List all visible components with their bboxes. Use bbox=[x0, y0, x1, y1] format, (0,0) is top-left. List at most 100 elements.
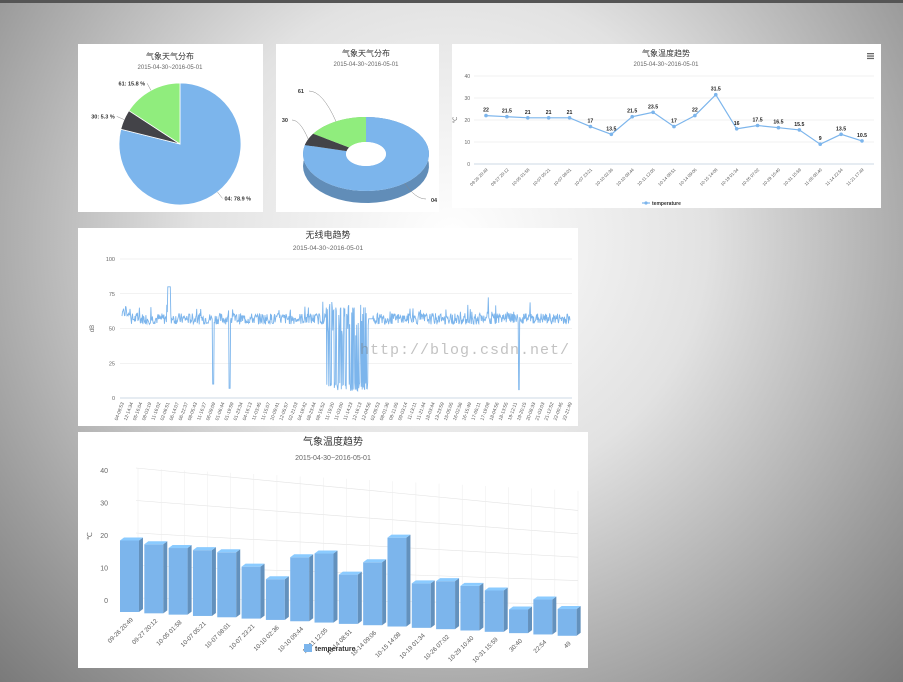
temperature-bar3d-svg: 气象温度趋势2015-04-30~2016-05-01010203040℃09-… bbox=[87, 435, 581, 665]
y-tick-label: 25 bbox=[109, 361, 115, 367]
chart-title: 无线电趋势 bbox=[305, 229, 350, 240]
bar-side bbox=[455, 578, 460, 630]
bar-side bbox=[138, 537, 143, 612]
bar-front bbox=[217, 552, 237, 618]
bar-side bbox=[260, 563, 265, 619]
bar-side bbox=[211, 547, 216, 616]
y-tick-label: 30 bbox=[100, 501, 108, 508]
bar-top bbox=[387, 534, 411, 538]
temperature-bar3d-panel: 气象温度趋势 2015-04-30~2016-05-01 0 10 20 30 40 ℃ 09-… bbox=[78, 432, 588, 668]
y-tick-label: 20 bbox=[100, 533, 108, 540]
bar-top bbox=[509, 606, 533, 610]
pie-label-61: 61: 15.8 % bbox=[119, 81, 146, 87]
x-tick-label: 10-11 12:05 bbox=[636, 167, 656, 187]
temperature-line-svg: 气象温度趋势 2015-04-30~2016-05-01 0 10 20 30 40 ℃ 22 0… bbox=[452, 48, 874, 207]
data-point bbox=[776, 125, 781, 130]
donut-slice-30 bbox=[304, 133, 350, 152]
data-label: 13.5 bbox=[836, 126, 846, 132]
bar-top bbox=[144, 541, 168, 545]
y-tick-label: 40 bbox=[100, 468, 108, 475]
y-tick-label: 30 bbox=[464, 96, 470, 102]
bar-top bbox=[290, 554, 314, 558]
bar-front bbox=[484, 590, 504, 632]
donut-connector-30 bbox=[291, 119, 309, 140]
x-tick-label: 10-29 10:40 bbox=[761, 167, 781, 187]
data-point bbox=[588, 124, 593, 129]
legend-marker bbox=[304, 644, 312, 652]
bar-side bbox=[236, 549, 241, 618]
chart-subtitle: 2015-04-30~2016-05-01 bbox=[334, 62, 400, 68]
chart-title: 气象温度趋势 bbox=[303, 435, 363, 448]
bar-top bbox=[120, 537, 143, 541]
data-label: 9 bbox=[819, 136, 822, 142]
top-border bbox=[0, 0, 903, 3]
bar-front bbox=[460, 585, 480, 631]
data-point bbox=[546, 116, 551, 120]
bar-side bbox=[528, 606, 533, 634]
bar-front bbox=[436, 581, 456, 630]
pie-chart-svg: 气象天气分布 2015-04-30~2016-05-01 04: 78.9 % 30:… bbox=[91, 51, 251, 206]
series-line-db bbox=[121, 286, 571, 392]
pie-label-30: 30: 5.3 % bbox=[91, 114, 115, 120]
donut-connector-61 bbox=[308, 90, 337, 122]
bar-side bbox=[284, 576, 289, 620]
bar-front bbox=[533, 599, 553, 635]
x-tick-label: 11-05 00:40 bbox=[803, 167, 823, 187]
data-point bbox=[525, 116, 530, 120]
data-point bbox=[672, 124, 676, 129]
chart-subtitle: 2015-04-30~2016-05-01 bbox=[293, 245, 364, 252]
x-tick-label: 10-10 09:44 bbox=[615, 167, 635, 187]
data-point bbox=[734, 127, 739, 131]
bar-front bbox=[241, 566, 261, 619]
x-tick-label: 11-13:11 bbox=[407, 401, 419, 420]
donut-chart-svg: 气象天气分布 2015-04-30~2016-05-01 04 30 61 bbox=[282, 48, 438, 204]
donut-chart-panel: 气象天气分布 2015-04-30~2016-05-01 04 30 61 bbox=[276, 44, 439, 212]
bar-side bbox=[479, 582, 484, 631]
data-point bbox=[713, 92, 718, 97]
data-point bbox=[505, 114, 509, 119]
chart-subtitle: 2015-04-30~2016-05-01 bbox=[634, 62, 700, 68]
y-axis-label: ℃ bbox=[452, 116, 459, 123]
bar-front bbox=[290, 557, 310, 622]
bar-front bbox=[314, 553, 334, 623]
data-label: 21.5 bbox=[502, 109, 512, 115]
data-label: 17.5 bbox=[753, 118, 763, 124]
x-tick-label: 10-14 09:06 bbox=[678, 167, 698, 187]
y-tick-label: 100 bbox=[106, 257, 115, 263]
bar-side bbox=[357, 571, 362, 624]
data-label: 23.5 bbox=[648, 104, 658, 110]
legend-label: temperature bbox=[652, 201, 681, 207]
bar-side bbox=[430, 580, 435, 628]
y-gridline bbox=[135, 467, 579, 511]
bar-top bbox=[265, 576, 289, 580]
y-tick-label: 50 bbox=[109, 327, 115, 333]
legend-marker bbox=[644, 201, 648, 205]
x-tick-label: 11-21 17:49 bbox=[845, 167, 865, 187]
bar-side bbox=[552, 596, 557, 635]
bar-front bbox=[338, 574, 358, 624]
y-tick-label: 40 bbox=[464, 74, 470, 80]
x-tick-label: 10-07 23:21 bbox=[573, 167, 593, 187]
x-tick-label: 10-05 01:58 bbox=[511, 167, 531, 187]
legend-label: temperature bbox=[315, 646, 356, 653]
x-tick-label: 10-07 05:21 bbox=[532, 167, 552, 187]
x-tick-label: 10-26 07:02 bbox=[741, 167, 761, 187]
x-tick-label: 10-31 15:59 bbox=[471, 636, 500, 665]
radio-line-panel: 无线电趋势 2015-04-30~2016-05-01 0 25 50 75 100 dB 04… bbox=[78, 228, 578, 426]
bar-front bbox=[411, 583, 431, 628]
data-label: 10.5 bbox=[857, 133, 867, 139]
data-point bbox=[567, 116, 572, 120]
bar-top bbox=[557, 606, 581, 610]
bar-top bbox=[533, 596, 557, 600]
data-label: 17 bbox=[588, 119, 594, 125]
data-label: 16.5 bbox=[773, 120, 783, 126]
data-label: 22 bbox=[692, 108, 698, 114]
y-gridline bbox=[135, 500, 579, 535]
bar-top bbox=[241, 563, 265, 567]
chart-title: 气象天气分布 bbox=[342, 48, 390, 58]
chart-title: 气象温度趋势 bbox=[642, 48, 690, 58]
bar-side bbox=[382, 559, 387, 626]
x-tick-label: 10-31 15:59 bbox=[782, 167, 802, 187]
data-point bbox=[755, 123, 760, 128]
data-label: 22 bbox=[483, 108, 489, 114]
